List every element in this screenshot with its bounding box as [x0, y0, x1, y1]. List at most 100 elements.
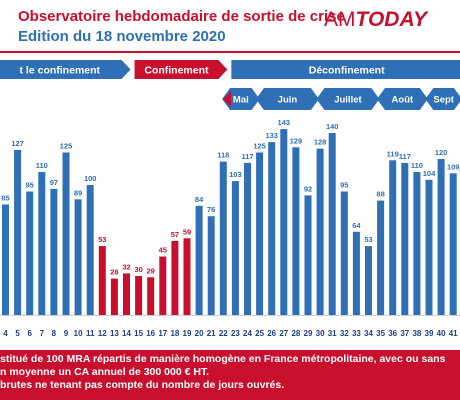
- month-arrow-3: [376, 88, 428, 110]
- footer-line-2: n moyenne un CA annuel de 300 000 € HT.: [0, 366, 210, 378]
- bar-week-41: [449, 173, 457, 315]
- value-label-week-10: 89: [74, 188, 82, 197]
- tick-label-week-37: 37: [400, 329, 409, 338]
- phase-label-0: t le confinement: [20, 65, 101, 77]
- bar-week-12: [98, 246, 106, 315]
- value-label-week-33: 64: [352, 221, 361, 230]
- tick-label-week-9: 9: [64, 329, 69, 338]
- weekly-bar-chart: t le confinement Confinement Déconfinement…: [0, 60, 460, 338]
- value-label-week-34: 53: [364, 235, 372, 244]
- tick-label-week-39: 39: [425, 329, 434, 338]
- value-label-week-24: 117: [241, 152, 253, 161]
- month-arrow-0: [222, 88, 260, 110]
- tick-label-week-6: 6: [27, 329, 32, 338]
- month-label-4: Sept: [433, 95, 454, 106]
- bar-week-23: [231, 181, 239, 315]
- value-label-week-19: 59: [183, 227, 191, 236]
- tick-label-week-13: 13: [110, 329, 119, 338]
- tick-label-week-7: 7: [40, 329, 45, 338]
- value-label-week-29: 92: [304, 184, 312, 193]
- tick-label-week-11: 11: [86, 329, 95, 338]
- tick-label-week-8: 8: [52, 329, 57, 338]
- header-rule: [0, 51, 460, 53]
- value-label-week-31: 140: [326, 122, 339, 131]
- footer-line-3: brutes ne tenant pas compte du nombre de…: [0, 379, 285, 391]
- bar-week-14: [123, 273, 130, 315]
- tick-label-week-10: 10: [74, 329, 83, 338]
- mai-start-marker: [223, 91, 232, 107]
- tick-label-week-38: 38: [412, 329, 421, 338]
- bar-week-31: [328, 133, 336, 315]
- bar-week-25: [256, 152, 264, 315]
- footer-background: [0, 350, 460, 400]
- value-label-week-7: 110: [36, 161, 48, 170]
- bar-week-4: [2, 204, 9, 315]
- tick-label-week-18: 18: [170, 329, 179, 338]
- bar-week-26: [268, 142, 276, 315]
- value-label-week-28: 129: [290, 136, 303, 145]
- tick-label-week-17: 17: [158, 329, 167, 338]
- value-label-week-4: 85: [1, 194, 9, 203]
- month-label-0: Mai: [233, 95, 249, 106]
- month-arrow-4: [425, 88, 460, 110]
- tick-label-week-23: 23: [231, 329, 240, 338]
- value-label-week-8: 97: [50, 178, 58, 187]
- bar-week-5: [14, 149, 22, 315]
- tick-label-week-33: 33: [352, 329, 361, 338]
- value-label-week-38: 110: [411, 161, 423, 170]
- phase-label-2: Déconfinement: [309, 65, 385, 77]
- bar-week-8: [50, 188, 58, 315]
- bar-week-37: [401, 162, 409, 315]
- page-subtitle: Edition du 18 novembre 2020: [18, 28, 226, 45]
- bar-week-30: [316, 148, 324, 315]
- tick-label-week-12: 12: [98, 329, 107, 338]
- bar-week-27: [280, 129, 288, 315]
- value-label-week-26: 133: [265, 131, 278, 140]
- bar-week-35: [377, 200, 385, 315]
- month-arrow-1: [255, 88, 319, 110]
- tick-label-week-15: 15: [134, 329, 143, 338]
- phase-ribbon-2: [231, 60, 460, 79]
- tick-label-week-30: 30: [316, 329, 325, 338]
- tick-label-week-34: 34: [364, 329, 373, 338]
- value-label-week-15: 30: [134, 265, 142, 274]
- month-label-2: Juillet: [334, 95, 362, 106]
- tick-label-week-14: 14: [122, 329, 131, 338]
- footer-line-1: stitué de 100 MRA répartis de manière ho…: [0, 353, 446, 365]
- month-label-3: Août: [392, 95, 414, 106]
- bar-week-32: [340, 191, 348, 315]
- bar-week-11: [86, 185, 94, 315]
- value-label-week-21: 76: [207, 205, 215, 214]
- bar-week-6: [26, 191, 34, 315]
- value-label-week-36: 119: [387, 149, 399, 158]
- value-label-week-17: 45: [159, 246, 167, 255]
- tick-label-week-41: 41: [449, 329, 458, 338]
- tick-label-week-40: 40: [437, 329, 446, 338]
- bar-week-20: [195, 205, 203, 315]
- value-label-week-40: 120: [435, 148, 448, 157]
- tick-label-week-35: 35: [376, 329, 385, 338]
- value-label-week-23: 103: [229, 170, 242, 179]
- bar-week-36: [389, 160, 397, 315]
- bar-week-29: [304, 195, 312, 315]
- month-arrow-2: [316, 88, 380, 110]
- tick-label-week-16: 16: [146, 329, 155, 338]
- phase-label-1: Confinement: [144, 65, 209, 77]
- bar-week-15: [135, 276, 143, 315]
- phase-ribbon-0: [0, 60, 131, 79]
- value-label-week-9: 125: [60, 142, 73, 151]
- bar-week-13: [110, 278, 118, 315]
- tick-label-week-31: 31: [328, 329, 337, 338]
- value-label-week-30: 128: [314, 138, 327, 147]
- bar-week-16: [147, 277, 155, 315]
- bar-week-22: [219, 161, 227, 315]
- value-label-week-16: 29: [147, 266, 155, 275]
- bar-week-17: [159, 256, 167, 315]
- value-label-week-25: 125: [253, 142, 266, 151]
- bar-week-40: [437, 159, 445, 315]
- bar-week-38: [413, 172, 421, 315]
- bar-week-24: [244, 162, 251, 315]
- value-label-week-14: 32: [122, 262, 130, 271]
- page-title: Observatoire hebdomadaire de sortie de c…: [18, 8, 345, 25]
- tick-label-week-25: 25: [255, 329, 264, 338]
